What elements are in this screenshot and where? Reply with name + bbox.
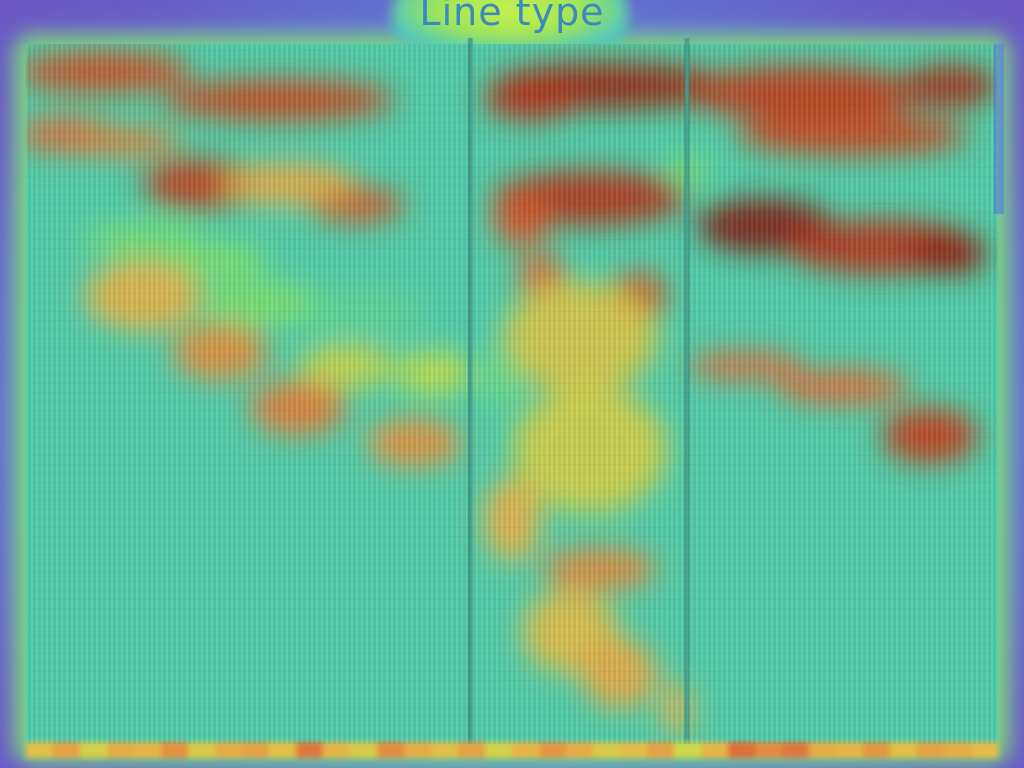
heatmap-cell xyxy=(482,352,522,408)
bottom-strip-cell xyxy=(296,742,324,758)
bottom-strip-cell xyxy=(485,742,513,758)
right-edge-bar xyxy=(994,44,1004,214)
bottom-strip-cell xyxy=(620,742,648,758)
heatmap-cell xyxy=(686,352,804,380)
bottom-strip-cell xyxy=(863,742,891,758)
heatmap-cell xyxy=(395,352,474,394)
heatmap-cell xyxy=(482,478,542,562)
bottom-strip-cell xyxy=(701,742,729,758)
bottom-strip-cell xyxy=(134,742,162,758)
bottom-strip-cell xyxy=(728,742,756,758)
heatmap-cell xyxy=(735,114,969,156)
heatmap-cell xyxy=(512,387,668,513)
bottom-strip-cell xyxy=(188,742,216,758)
bottom-strip-cell xyxy=(404,742,432,758)
bottom-strip-cell xyxy=(917,742,945,758)
heatmap-cell xyxy=(171,324,269,380)
bottom-strip-cell xyxy=(755,742,783,758)
bottom-strip-cell xyxy=(80,742,108,758)
heatmap-cell xyxy=(200,282,318,324)
heatmap-cell xyxy=(220,163,357,205)
bottom-strip-cell xyxy=(647,742,675,758)
heatmap-cell xyxy=(26,51,192,93)
bottom-strip xyxy=(26,742,999,758)
bottom-strip-cell xyxy=(836,742,864,758)
bottom-strip-cell xyxy=(566,742,594,758)
bottom-strip-cell xyxy=(593,742,621,758)
bottom-strip-cell xyxy=(323,742,351,758)
heatmap-cell xyxy=(580,639,658,709)
bottom-strip-cell xyxy=(53,742,81,758)
bottom-strip-cell xyxy=(377,742,405,758)
bottom-strip-cell xyxy=(890,742,918,758)
heatmap-cell xyxy=(288,289,425,331)
title-halo xyxy=(392,0,628,52)
heatmap-cell xyxy=(774,369,911,405)
heatmap-cell xyxy=(502,282,658,394)
heatmap-cell xyxy=(541,548,658,590)
bottom-strip-cell xyxy=(242,742,270,758)
heatmap-cell-layer xyxy=(26,51,998,737)
bottom-strip-cell xyxy=(215,742,243,758)
bottom-strip-cell xyxy=(782,742,810,758)
heatmap-cell xyxy=(84,261,201,331)
heatmap-cell xyxy=(686,65,921,121)
bottom-strip-cell xyxy=(431,742,459,758)
heatmap-cell xyxy=(64,128,182,156)
bottom-strip-cell xyxy=(107,742,135,758)
heatmap-cell xyxy=(881,408,979,464)
bottom-strip-cell xyxy=(26,742,54,758)
chart-title: Line type xyxy=(419,0,605,34)
bottom-strip-cell xyxy=(269,742,297,758)
heatmap-cell xyxy=(910,233,989,275)
heatmap-cell xyxy=(492,191,551,247)
bottom-strip-cell xyxy=(458,742,486,758)
bottom-strip-cell xyxy=(809,742,837,758)
heatmap-cell xyxy=(298,345,396,387)
bottom-strip-cell xyxy=(161,742,189,758)
panel-divider-layer xyxy=(467,38,690,744)
heatmap-cell xyxy=(900,65,998,107)
heatmap-cell xyxy=(142,159,260,209)
bottom-strip-cell xyxy=(539,742,567,758)
bottom-strip-cell xyxy=(674,742,702,758)
bottom-strip-cell xyxy=(512,742,540,758)
heatmap-cell xyxy=(249,380,347,436)
heatmap-cell xyxy=(171,243,269,279)
bottom-strip-cell xyxy=(971,742,999,758)
bottom-strip-cell xyxy=(944,742,972,758)
heatmap-cell xyxy=(366,418,464,468)
heatmap-cell xyxy=(162,79,396,121)
heatmap-cell xyxy=(482,79,581,121)
heatmap-cell xyxy=(84,222,201,258)
bottom-strip-cell xyxy=(350,742,378,758)
